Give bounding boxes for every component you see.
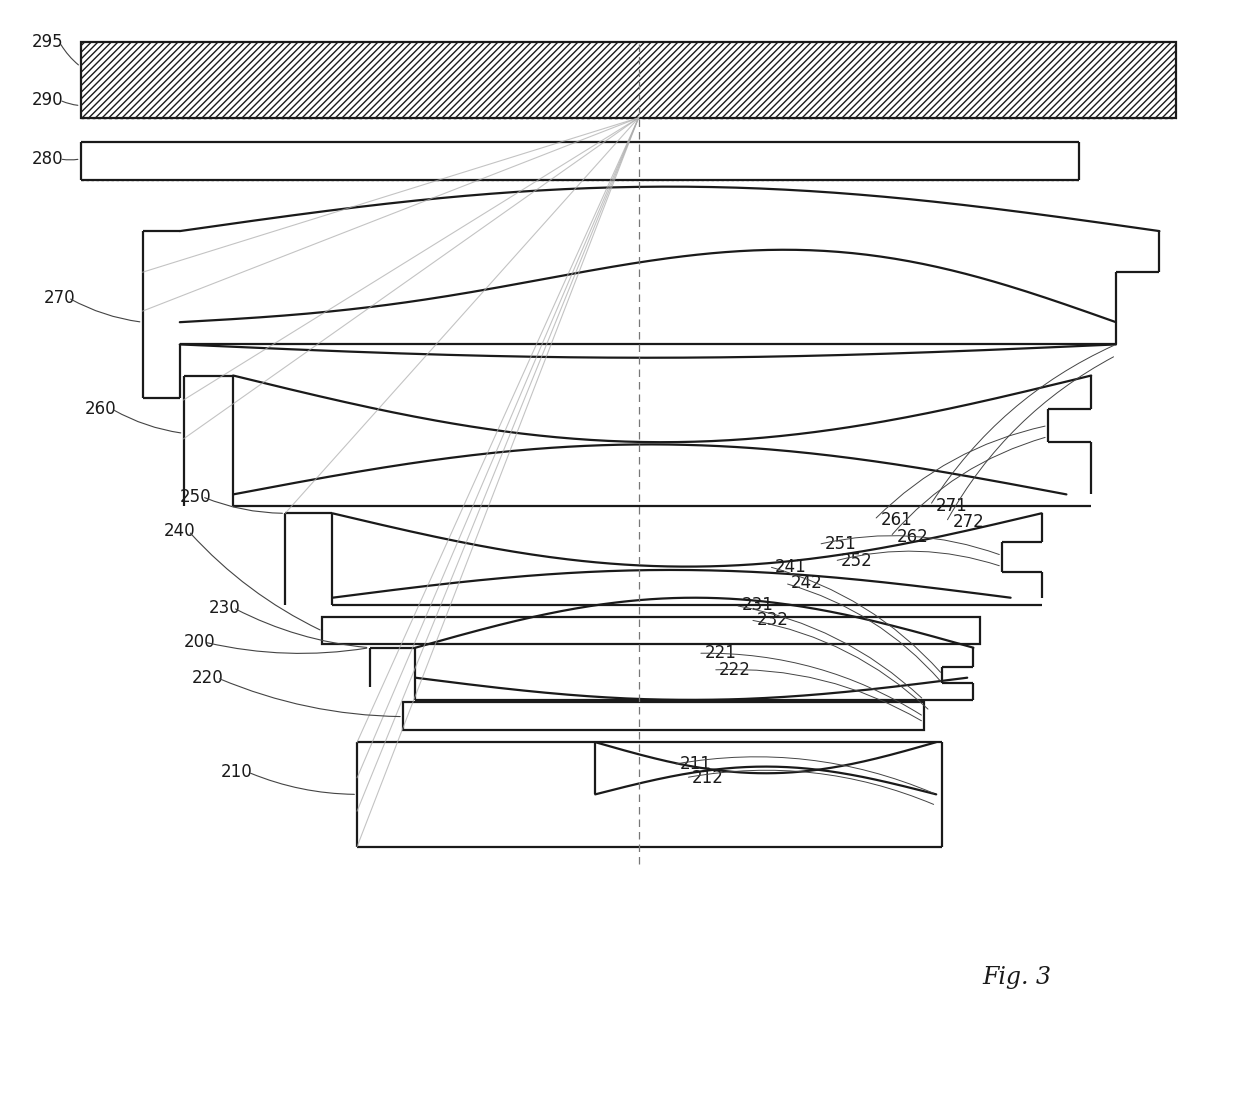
Text: 210: 210 xyxy=(221,763,253,781)
Text: 260: 260 xyxy=(84,400,117,418)
Text: 250: 250 xyxy=(180,488,212,506)
Bar xyxy=(322,617,980,644)
Text: 252: 252 xyxy=(841,552,873,570)
Text: 231: 231 xyxy=(742,597,774,614)
Text: 270: 270 xyxy=(43,289,76,307)
Text: 221: 221 xyxy=(704,644,737,662)
Text: 232: 232 xyxy=(756,611,789,629)
Text: 241: 241 xyxy=(775,558,807,575)
Text: 272: 272 xyxy=(952,513,985,531)
Text: 280: 280 xyxy=(32,150,64,168)
Text: 295: 295 xyxy=(32,33,64,51)
Text: 261: 261 xyxy=(880,511,913,529)
Text: 251: 251 xyxy=(825,536,857,553)
Text: Fig. 3: Fig. 3 xyxy=(982,967,1052,989)
Text: 200: 200 xyxy=(184,633,216,651)
Text: 220: 220 xyxy=(192,669,224,687)
Text: 222: 222 xyxy=(719,661,751,679)
Text: 290: 290 xyxy=(32,91,64,109)
Text: 242: 242 xyxy=(791,574,823,592)
Bar xyxy=(403,702,924,730)
Text: 262: 262 xyxy=(897,528,929,546)
Text: 211: 211 xyxy=(680,755,712,773)
Bar xyxy=(81,42,1176,118)
Text: 271: 271 xyxy=(936,497,968,514)
Text: 240: 240 xyxy=(164,522,196,540)
Text: 230: 230 xyxy=(208,599,241,617)
Text: 212: 212 xyxy=(692,769,724,787)
